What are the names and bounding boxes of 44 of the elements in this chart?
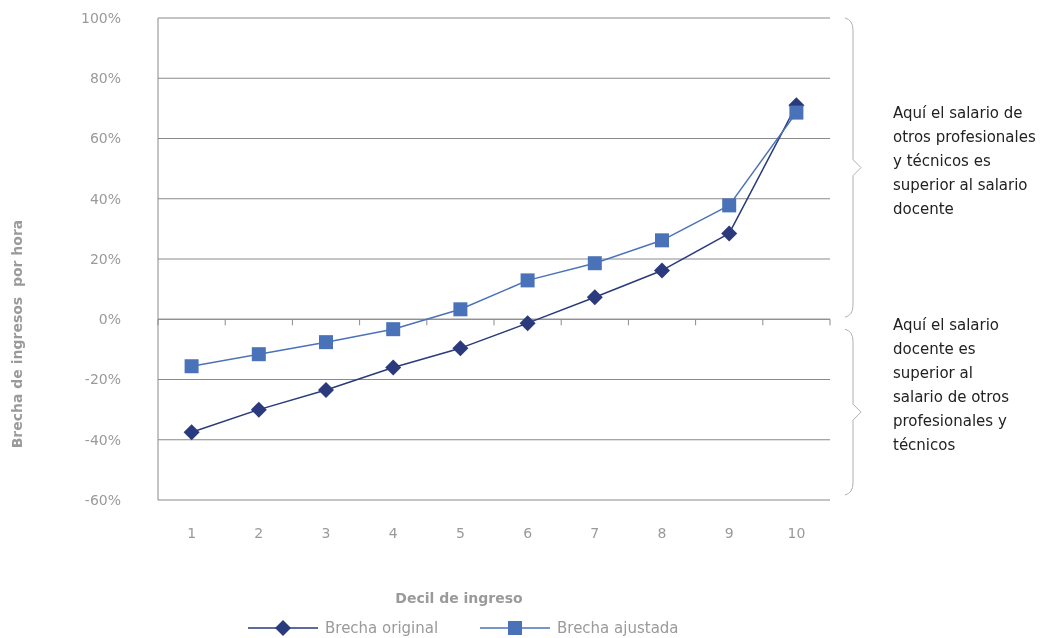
text: Aquí el salario de otros profesionales y técnicos es superior al salario docente	[893, 104, 1036, 218]
point	[453, 302, 468, 317]
x-tick-label: 9	[724, 525, 734, 541]
y-tick-label: -40%	[84, 431, 121, 448]
point	[722, 198, 737, 213]
y-tick-label: 40%	[89, 190, 121, 207]
point	[654, 262, 670, 279]
point	[520, 273, 535, 288]
point	[184, 359, 199, 374]
point	[183, 424, 200, 441]
point	[385, 359, 402, 376]
point	[721, 225, 738, 242]
text: Aquí el salario docente es superior al salario de otros profesionales y técnicos	[893, 316, 1010, 454]
x-axis-title: Decil de ingreso	[395, 590, 524, 606]
legend-label: Brecha ajustada	[557, 619, 679, 638]
x-tick-label: 7	[590, 525, 600, 541]
x-tick-label: 2	[254, 525, 264, 541]
y-tick-label: 20%	[89, 250, 121, 267]
point	[586, 289, 603, 306]
y-tick-label: 100%	[80, 9, 121, 26]
legend-label: Brecha original	[325, 619, 439, 638]
x-tick-label: 6	[523, 525, 533, 541]
point	[318, 382, 334, 399]
y-tick-label: 80%	[89, 70, 121, 87]
x-tick-label: 5	[455, 525, 465, 541]
point	[250, 401, 267, 418]
x-tick-label: 10	[787, 525, 806, 541]
y-tick-label: -60%	[84, 491, 121, 508]
point	[519, 315, 536, 332]
point	[452, 340, 469, 357]
x-tick-label: 1	[187, 525, 197, 541]
x-tick-label: 8	[657, 525, 667, 541]
y-tick-label: 0%	[98, 311, 121, 328]
point	[319, 335, 333, 350]
point	[789, 105, 804, 120]
point	[587, 256, 602, 271]
x-tick-label: 4	[388, 525, 398, 541]
point	[386, 322, 401, 337]
x-tick-label: 3	[321, 525, 331, 541]
point	[251, 347, 266, 362]
y-axis-title: Brecha de ingresos por hora	[9, 219, 25, 449]
point	[655, 233, 669, 248]
y-tick-label: 60%	[89, 130, 121, 147]
y-tick-label: -20%	[84, 371, 121, 388]
